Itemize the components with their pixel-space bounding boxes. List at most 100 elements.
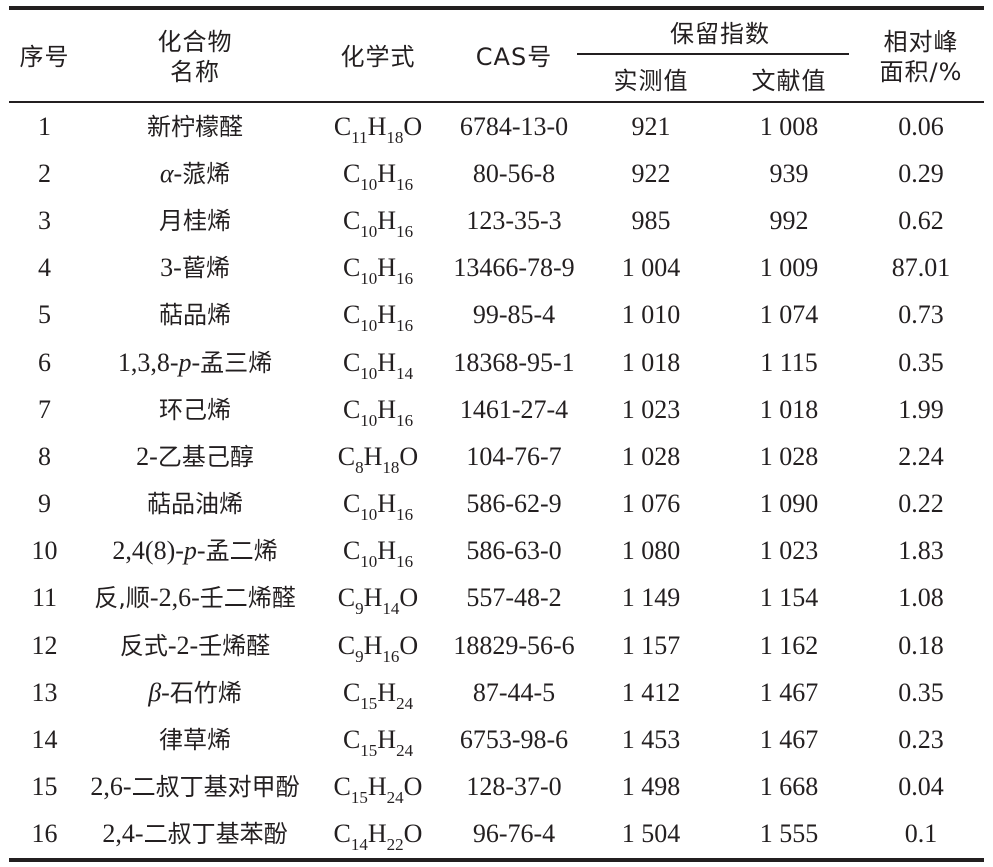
name-segment: 1,3,8- [117,347,179,377]
cell-formula: C10H16 [310,245,446,292]
header-area: 相对峰 面积/% [858,10,984,103]
cell-area: 1.83 [898,536,944,566]
table-row: 10 2,4(8)-p-孟二烯 C10H16 586-63-0 1 080 1 023 1.… [9,528,984,575]
cell-formula: C10H16 [310,197,446,244]
formula-element: H [377,489,397,519]
name-segment: p [178,347,192,377]
cell-ri-measured: 1 504 [621,819,681,849]
formula-element: H [367,111,387,141]
formula-element: C [342,347,361,377]
formula-element: H [377,158,397,188]
cell-area: 0.35 [898,347,944,377]
formula-element: H [377,300,397,330]
name-segment: α [159,158,174,188]
cell-formula: C9H16O [310,622,446,669]
name-segment: 月桂烯 [159,206,231,235]
cell-no: 12 [31,630,58,660]
name-segment: p [183,536,197,566]
formula-subscript: 10 [360,363,378,383]
formula-element: C [337,441,356,471]
formula-subscript: 10 [360,505,378,525]
cell-ri-literature: 1 467 [759,725,819,755]
name-segment: -2,6- [149,583,200,613]
table-row: 8 2-乙基己醇 C8H18O 104-76-7 1 028 1 028 2.24 [9,433,984,480]
name-segment: 律草烯 [159,726,231,755]
cell-ri-measured: 1 028 [621,441,681,471]
cell-ri-literature: 1 009 [759,253,819,283]
table-body: 1 新柠檬醛 C11H18O 6784-13-0 921 1 008 0.06 2 α-蒎烯 C1… [9,103,984,858]
cell-name: 反,顺-2,6-壬二烯醛 [80,575,310,622]
cell-ri-literature: 1 008 [759,111,819,141]
formula-element: H [377,725,397,755]
formula-subscript: 16 [396,410,414,430]
cell-cas: 6753-98-6 [459,725,569,755]
formula-element: C [333,819,351,849]
cell-name: 萜品油烯 [80,481,310,528]
cell-name: 萜品烯 [80,292,310,339]
cell-name: 反式-2-壬烯醛 [80,622,310,669]
cell-ri-measured: 1 023 [621,394,681,424]
cell-cas: 18368-95-1 [453,347,575,377]
formula-element: H [377,347,397,377]
name-segment: - [161,677,170,707]
cell-name: α-蒎烯 [80,150,310,197]
cell-no: 13 [31,677,58,707]
cell-ri-literature: 1 467 [759,677,819,707]
cell-cas: 13466-78-9 [453,253,575,283]
formula-subscript: 18 [382,457,400,477]
cell-no: 2 [38,158,51,188]
cell-formula: C15H24 [310,669,446,716]
header-ri-measured: 实测值 [613,66,689,95]
cell-formula: C11H18O [310,103,446,150]
formula-element: H [367,772,387,802]
cell-cas: 1461-27-4 [459,394,569,424]
cell-cas: 18829-56-6 [453,630,575,660]
name-segment: 萜品烯 [159,301,231,330]
formula-subscript: 14 [396,363,414,383]
cell-name: 2,6-二叔丁基对甲酚 [80,764,310,811]
name-segment: 二叔丁基对甲酚 [131,773,300,802]
cell-area: 0.62 [898,205,944,235]
table-row: 6 1,3,8-p-孟三烯 C10H14 18368-95-1 1 018 1 115 0.… [9,339,984,386]
formula-subscript: 14 [382,599,400,619]
formula-element: H [377,253,397,283]
cell-ri-literature: 1 090 [759,489,819,519]
cell-name: 2,4-二叔丁基苯酚 [80,811,310,858]
cell-area: 0.35 [898,677,944,707]
bottom-rule [9,858,984,862]
name-segment: 3- [160,253,182,283]
header-formula: 化学式 [340,42,416,71]
table-row: 2 α-蒎烯 C10H16 80-56-8 922 939 0.29 [9,150,984,197]
cell-cas: 96-76-4 [472,819,556,849]
cell-ri-literature: 1 028 [759,441,819,471]
cell-no: 15 [31,772,58,802]
cell-ri-literature: 1 162 [759,630,819,660]
cell-name: 律草烯 [80,716,310,763]
formula-subscript: 10 [360,174,378,194]
cell-area: 0.06 [898,111,944,141]
formula-subscript: 10 [360,552,378,572]
formula-element: H [377,536,397,566]
name-segment: - [191,347,201,377]
table-row: 4 3-蒈烯 C10H16 13466-78-9 1 004 1 009 87.01 [9,245,984,292]
cell-area: 2.24 [898,441,944,471]
cell-ri-literature: 939 [769,158,809,188]
header-name: 化合物 名称 [80,10,310,103]
name-segment: β [148,677,162,707]
cell-formula: C10H16 [310,292,446,339]
formula-subscript: 10 [360,269,378,289]
formula-subscript: 16 [396,269,414,289]
table-row: 16 2,4-二叔丁基苯酚 C14H22O 96-76-4 1 504 1 555 0.1 [9,811,984,858]
formula-subscript: 9 [355,646,364,666]
formula-subscript: 11 [351,127,368,147]
cell-no: 6 [38,347,51,377]
formula-subscript: 18 [386,127,404,147]
cell-area: 0.29 [898,158,944,188]
name-segment: 孟二烯 [205,537,278,566]
cell-cas: 104-76-7 [466,441,562,471]
formula-element: C [342,536,361,566]
header-bottom-rule [9,101,984,103]
cell-formula: C10H16 [310,150,446,197]
formula-subscript: 10 [360,410,378,430]
table-row: 7 环己烯 C10H16 1461-27-4 1 023 1 018 1.99 [9,386,984,433]
